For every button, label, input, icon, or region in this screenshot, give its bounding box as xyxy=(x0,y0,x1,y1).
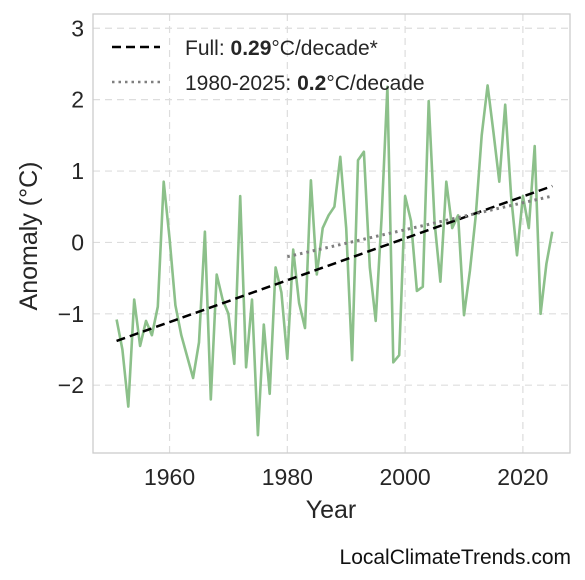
y-tick-labels: 3 2 1 0 −1 −2 xyxy=(58,15,84,398)
y-tick-label: −2 xyxy=(58,372,84,398)
x-tick-label: 1960 xyxy=(144,464,195,490)
full-trend-line xyxy=(116,184,553,343)
site-credit: LocalClimateTrends.com xyxy=(339,546,571,569)
y-tick-label: 2 xyxy=(71,87,84,113)
x-tick-labels: 1960 1980 2000 2020 xyxy=(144,464,549,490)
legend-full-trend-label: Full: 0.29°C/decade* xyxy=(185,37,378,60)
y-tick-label: 0 xyxy=(71,229,84,255)
legend-recent-trend-label: 1980-2025: 0.2°C/decade xyxy=(185,72,425,95)
y-tick-label: 3 xyxy=(71,15,84,41)
series-layer xyxy=(115,84,554,437)
x-tick-label: 2000 xyxy=(380,464,431,490)
y-tick-label: −1 xyxy=(58,301,84,327)
y-tick-label: 1 xyxy=(71,158,84,184)
plot-background xyxy=(93,14,570,453)
y-axis-label: Anomaly (°C) xyxy=(15,162,43,311)
x-tick-label: 1980 xyxy=(262,464,313,490)
anomaly-series-line xyxy=(115,84,554,437)
plot-frame xyxy=(92,13,571,454)
x-tick-label: 2020 xyxy=(497,464,548,490)
x-axis-label: Year xyxy=(306,496,357,524)
legend: Full: 0.29°C/decade* 1980-2025: 0.2°C/de… xyxy=(112,37,425,95)
trend-layer xyxy=(116,184,553,343)
